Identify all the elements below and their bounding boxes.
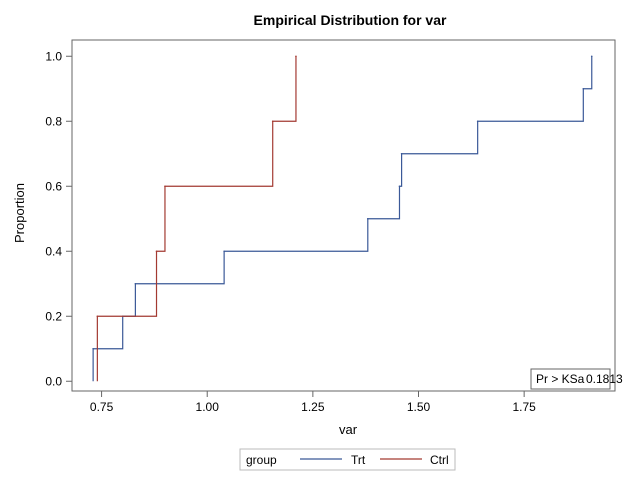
step-point-trt: [398, 185, 401, 188]
x-axis-title: var: [339, 422, 358, 437]
ks-test-inset: Pr > KSa 0.1813: [530, 368, 623, 390]
x-tick-label: 1.00: [196, 400, 220, 414]
step-point-ctrl: [164, 185, 166, 188]
legend-title: group: [246, 453, 277, 467]
inset-label: Pr > KSa: [536, 372, 585, 386]
x-tick-label: 1.75: [512, 400, 536, 414]
y-tick-label: 0.0: [45, 374, 62, 388]
step-point-ctrl: [96, 315, 99, 318]
step-point-trt: [134, 282, 137, 285]
y-tick-label: 0.2: [45, 309, 62, 323]
step-point-trt: [223, 250, 225, 253]
legend: group Trt Ctrl: [239, 448, 456, 471]
step-point-trt: [582, 87, 585, 90]
chart-title: Empirical Distribution for var: [254, 12, 447, 28]
plot-frame: [71, 39, 616, 392]
y-axis: 0.0 0.2 0.4 0.6 0.8 1.0: [45, 49, 72, 388]
series-line-ctrl: [96, 56, 297, 382]
step-point-trt: [92, 347, 94, 350]
step-point-trt: [366, 217, 369, 220]
legend-label-ctrl: Ctrl: [430, 453, 449, 467]
x-axis: 0.75 1.00 1.25 1.50 1.75: [90, 391, 536, 414]
y-axis-title: Proportion: [12, 183, 27, 243]
inset-box: [530, 368, 611, 390]
x-tick-label: 1.25: [301, 400, 325, 414]
y-tick-label: 0.4: [45, 244, 62, 258]
step-point-trt: [400, 152, 403, 155]
step-point-trt: [476, 120, 479, 123]
legend-box: [239, 448, 456, 471]
y-tick-label: 0.8: [45, 114, 62, 128]
y-tick-label: 0.6: [45, 179, 62, 193]
x-tick-label: 0.75: [90, 400, 114, 414]
y-tick-label: 1.0: [45, 49, 62, 63]
series-layer: [92, 55, 593, 382]
legend-label-trt: Trt: [351, 453, 366, 467]
step-point-ctrl: [295, 55, 297, 58]
series-line-trt: [92, 56, 593, 382]
inset-value: 0.1813: [586, 372, 623, 386]
step-point-ctrl: [271, 120, 274, 123]
step-point-ctrl: [155, 250, 158, 253]
step-point-trt: [590, 55, 593, 58]
x-tick-label: 1.50: [407, 400, 431, 414]
